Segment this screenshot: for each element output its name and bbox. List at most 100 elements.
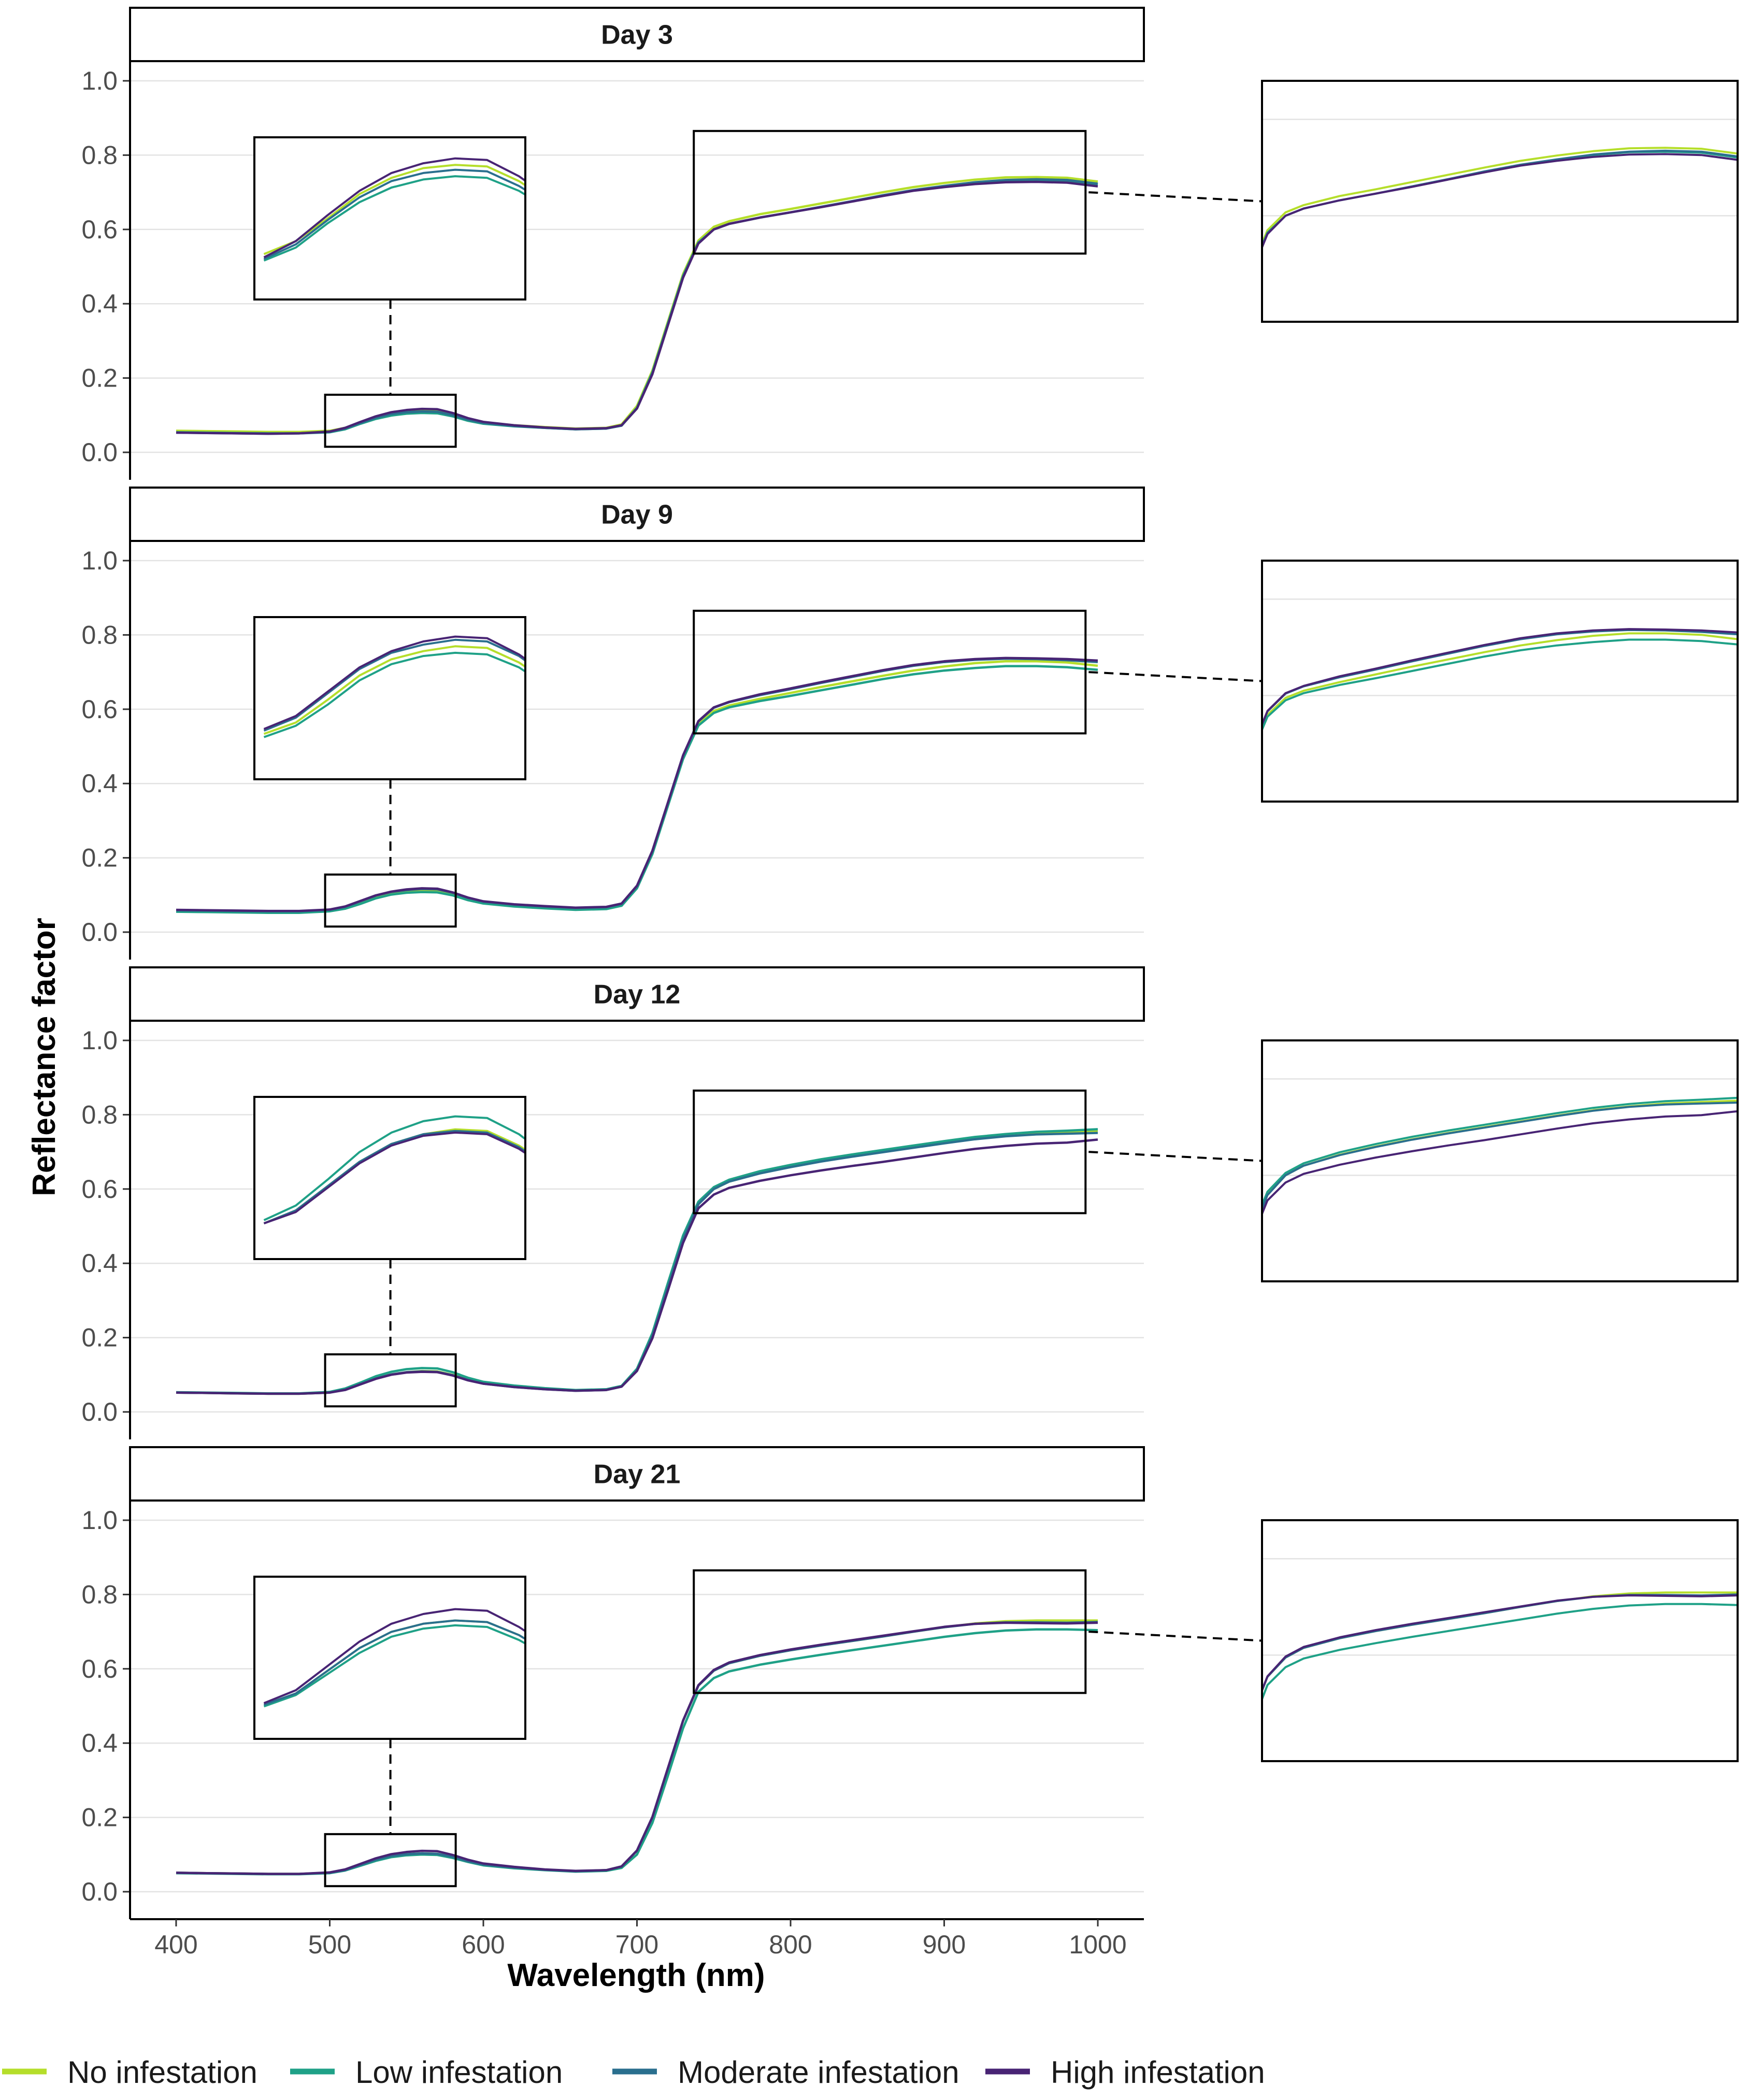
inset-green-lines: [263, 1608, 525, 1708]
legend-label: Moderate infestation: [678, 2055, 959, 2090]
inset-nir-lines: [1262, 1558, 1738, 1703]
inset-series-line: [1262, 638, 1738, 733]
y-tick-label: 0.2: [81, 364, 118, 393]
inset-series-line: [1262, 1096, 1738, 1208]
zoom-box-green: [324, 873, 457, 928]
y-tick-label: 0.6: [81, 1175, 118, 1204]
y-tick-label: 0.4: [81, 769, 118, 798]
panel-strip: [129, 487, 1145, 542]
inset-series-line: [263, 175, 525, 262]
inset-series-line: [1262, 153, 1738, 250]
inset-nir-lines: [1262, 1078, 1738, 1217]
y-tick-label: 0.4: [81, 1249, 118, 1278]
y-tick-label: 0.2: [81, 1323, 118, 1352]
series-line: [176, 665, 1098, 914]
x-tick-label: 500: [308, 1930, 351, 1959]
inset-green-bg: [254, 1577, 525, 1739]
inset-series-line: [263, 1624, 525, 1708]
zoom-box-nir: [693, 609, 1087, 735]
series-line: [176, 180, 1098, 435]
inset-nir-lines: [1262, 598, 1738, 733]
inset-series-line: [1262, 628, 1738, 727]
inset-series-line: [263, 635, 525, 730]
y-tick-label: 0.6: [81, 215, 118, 244]
connector-nir: [1088, 1151, 1263, 1162]
panel-day-21: Day 21 0.0 0.2 0.4 0.6 0.8 1.0 400 500 600 700 800 9…: [81, 1446, 1739, 1959]
legend-label: High infestation: [1051, 2055, 1265, 2090]
x-tick-label: 800: [769, 1930, 812, 1959]
inset-series-line: [263, 1130, 525, 1224]
y-tick-label: 0.4: [81, 289, 118, 318]
inset-green-bg: [254, 617, 525, 779]
panel-day-3: Day 3 0.0 0.2 0.4 0.6 0.8 1.0: [81, 7, 1739, 480]
panel-day-9: Day 9 0.0 0.2 0.4 0.6 0.8 1.0: [81, 487, 1739, 960]
inset-series-line: [263, 1619, 525, 1706]
y-tick-label: 0.0: [81, 1397, 118, 1426]
y-tick-label: 0.8: [81, 620, 118, 649]
inset-series-line: [1262, 1110, 1738, 1217]
inset-series-line: [1262, 1603, 1738, 1703]
panel-title: Day 21: [594, 1460, 681, 1490]
x-tick-label: 900: [923, 1930, 966, 1959]
panel-title: Day 3: [601, 20, 673, 50]
y-tick-label: 0.8: [81, 1580, 118, 1609]
legend-label: Low infestation: [355, 2055, 563, 2090]
inset-series-line: [263, 1608, 525, 1704]
y-tick-label: 0.0: [81, 1877, 118, 1906]
inset-series-line: [1262, 147, 1738, 246]
y-tick-label: 0.6: [81, 695, 118, 724]
inset-green-lines: [263, 1115, 525, 1224]
y-tick-label: 0.4: [81, 1728, 118, 1758]
y-tick-label: 0.2: [81, 1803, 118, 1832]
inset-series-line: [1262, 1594, 1738, 1693]
inset-series-line: [263, 638, 525, 732]
inset-series-line: [263, 168, 525, 260]
inset-series-line: [263, 645, 525, 735]
x-tick-label: 400: [154, 1930, 197, 1959]
zoom-box-nir: [693, 1089, 1087, 1215]
legend-label: No infestation: [67, 2055, 257, 2090]
y-tick-label: 0.0: [81, 918, 118, 947]
inset-series-line: [1262, 1102, 1738, 1212]
zoom-box-green: [324, 1353, 457, 1408]
connector-nir: [1088, 1631, 1263, 1642]
series-line: [176, 1138, 1098, 1395]
inset-green-lines: [263, 157, 525, 262]
inset-series-line: [263, 157, 525, 259]
panel-strip: [129, 1446, 1145, 1502]
y-tick-label: 1.0: [81, 1506, 118, 1535]
inset-green-bg: [254, 1097, 525, 1259]
y-tick-label: 1.0: [81, 1026, 118, 1055]
panel-strip: [129, 966, 1145, 1022]
y-tick-label: 1.0: [81, 546, 118, 575]
inset-nir-lines: [1262, 119, 1738, 250]
zoom-box-nir: [693, 130, 1087, 255]
inset-nir-bg: [1262, 81, 1738, 322]
y-tick-label: 1.0: [81, 66, 118, 95]
inset-series-line: [263, 164, 525, 255]
series-line: [176, 1621, 1098, 1875]
inset-green-lines: [263, 635, 525, 738]
y-tick-label: 0.0: [81, 438, 118, 467]
inset-series-line: [263, 651, 525, 738]
y-tick-label: 0.8: [81, 1100, 118, 1129]
inset-nir-bg: [1262, 1520, 1738, 1761]
zoom-box-green: [324, 393, 457, 448]
inset-nir-bg: [1262, 1040, 1738, 1281]
connector-nir: [1088, 671, 1263, 682]
x-axis-title: Wavelength (nm): [507, 1958, 765, 1993]
panel-title: Day 12: [594, 980, 681, 1010]
connector-nir: [1088, 191, 1263, 203]
x-tick-label: 1000: [1069, 1930, 1126, 1959]
inset-series-line: [1262, 632, 1738, 731]
y-tick-label: 0.8: [81, 140, 118, 169]
y-tick-label: 0.2: [81, 844, 118, 873]
x-tick-label: 700: [615, 1930, 658, 1959]
panel-strip: [129, 7, 1145, 62]
zoom-box-nir: [693, 1569, 1087, 1694]
y-axis-title: Reflectance factor: [26, 918, 62, 1196]
inset-green-bg: [254, 137, 525, 299]
series-line: [176, 656, 1098, 912]
x-tick-label: 600: [462, 1930, 505, 1959]
